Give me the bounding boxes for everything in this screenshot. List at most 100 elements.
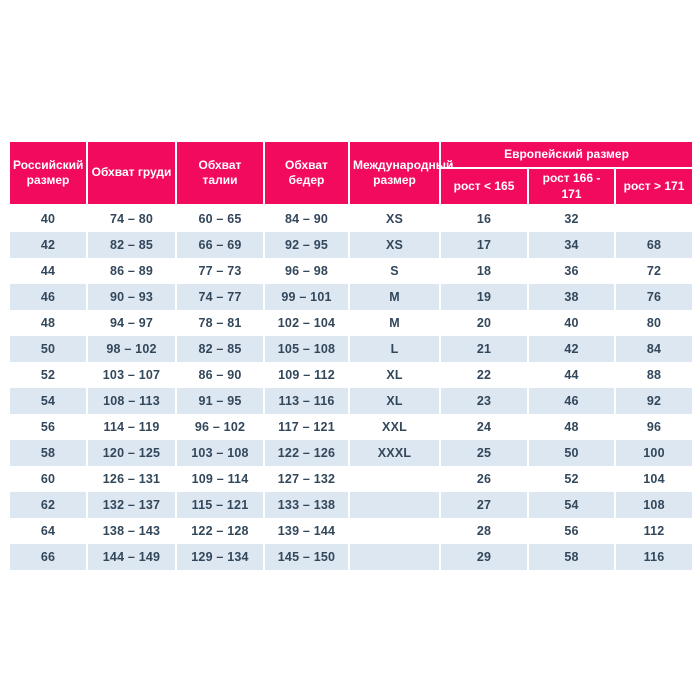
table-cell: 82 – 85 — [175, 336, 265, 363]
table-cell: 129 – 134 — [175, 544, 265, 571]
table-cell: 109 – 114 — [175, 466, 265, 493]
table-cell: 77 – 73 — [175, 258, 265, 285]
table-cell: XS — [348, 205, 441, 233]
table-cell: 109 – 112 — [263, 362, 350, 389]
col-header-european-size-group: Европейский размер — [438, 140, 695, 169]
table-cell — [348, 544, 441, 571]
table-cell: 60 – 65 — [175, 205, 265, 233]
table-cell: 52 — [527, 466, 616, 493]
table-row: 66 144 – 149 129 – 134 145 – 150 29 58 116 — [8, 544, 695, 571]
col-header-international-size: Международный размер — [348, 139, 453, 207]
table-cell: 91 – 95 — [175, 388, 265, 415]
table-cell — [613, 205, 695, 233]
table-cell: 98 – 102 — [86, 336, 177, 363]
table-cell: 86 – 90 — [175, 362, 265, 389]
table-row: 62 132 – 137 115 – 121 133 – 138 27 54 108 — [8, 492, 695, 519]
table-cell: 108 – 113 — [86, 388, 177, 415]
table-cell: 117 – 121 — [263, 414, 350, 441]
table-cell: 103 – 107 — [86, 362, 177, 389]
table-cell: 58 — [527, 544, 616, 571]
table-cell: 40 — [8, 205, 88, 233]
table-cell: 122 – 126 — [263, 440, 350, 467]
table-row: 54 108 – 113 91 – 95 113 – 116 XL 23 46 92 — [8, 388, 695, 415]
table-cell — [348, 492, 441, 519]
table-cell: 21 — [439, 336, 529, 363]
table-cell: 54 — [8, 388, 88, 415]
table-row: 50 98 – 102 82 – 85 105 – 108 L 21 42 84 — [8, 336, 695, 363]
table-cell: 74 – 77 — [175, 284, 265, 311]
table-cell: 60 — [8, 466, 88, 493]
table-cell: 62 — [8, 492, 88, 519]
table-cell: 44 — [8, 258, 88, 285]
col-header-height-gt-171: рост > 171 — [613, 166, 695, 207]
table-cell: 99 – 101 — [263, 284, 350, 311]
table-cell: 34 — [527, 232, 616, 259]
table-cell: 38 — [527, 284, 616, 311]
table-cell: 68 — [613, 232, 695, 259]
table-cell: 102 – 104 — [263, 310, 350, 337]
table-cell: 25 — [439, 440, 529, 467]
table-cell: 94 – 97 — [86, 310, 177, 337]
table-cell: 90 – 93 — [86, 284, 177, 311]
table-cell: 144 – 149 — [86, 544, 177, 571]
table-cell: 42 — [527, 336, 616, 363]
table-cell: 54 — [527, 492, 616, 519]
table-cell: M — [348, 284, 441, 311]
table-cell: 96 – 102 — [175, 414, 265, 441]
table-cell: 17 — [439, 232, 529, 259]
table-cell: 132 – 137 — [86, 492, 177, 519]
table-cell: 58 — [8, 440, 88, 467]
table-row: 40 74 – 80 60 – 65 84 – 90 XS 16 32 — [8, 205, 695, 233]
table-row: 52 103 – 107 86 – 90 109 – 112 XL 22 44 88 — [8, 362, 695, 389]
table-cell: 112 — [613, 518, 695, 545]
table-cell: L — [348, 336, 441, 363]
table-cell: 84 – 90 — [263, 205, 350, 233]
table-cell: 126 – 131 — [86, 466, 177, 493]
table-cell: 50 — [527, 440, 616, 467]
size-chart: Российский размер Обхват груди Обхват та… — [8, 139, 695, 571]
table-row: 48 94 – 97 78 – 81 102 – 104 M 20 40 80 — [8, 310, 695, 337]
table-cell: XXXL — [348, 440, 441, 467]
table-row: 42 82 – 85 66 – 69 92 – 95 XS 17 34 68 — [8, 232, 695, 259]
table-cell: 116 — [613, 544, 695, 571]
table-cell: 24 — [439, 414, 529, 441]
table-cell: 28 — [439, 518, 529, 545]
table-cell: 66 — [8, 544, 88, 571]
table-cell: 105 – 108 — [263, 336, 350, 363]
table-cell: 40 — [527, 310, 616, 337]
header-row-top: Российский размер Обхват груди Обхват та… — [8, 139, 695, 207]
size-table-body: 40 74 – 80 60 – 65 84 – 90 XS 16 32 42 82 – 85 66… — [8, 205, 695, 571]
table-cell: 104 — [613, 466, 695, 493]
col-header-waist: Обхват талии — [175, 139, 265, 207]
table-cell: 96 – 98 — [263, 258, 350, 285]
table-cell: 122 – 128 — [175, 518, 265, 545]
table-cell: 23 — [439, 388, 529, 415]
header-row-sub: рост < 165 рост 166 - 171 рост > 171 — [9, 166, 695, 207]
table-cell: 145 – 150 — [263, 544, 350, 571]
table-cell: 127 – 132 — [263, 466, 350, 493]
table-cell: 86 – 89 — [86, 258, 177, 285]
table-cell: 114 – 119 — [86, 414, 177, 441]
table-cell: 88 — [613, 362, 695, 389]
table-cell: S — [348, 258, 441, 285]
table-cell: 100 — [613, 440, 695, 467]
table-cell: 82 – 85 — [86, 232, 177, 259]
col-header-chest: Обхват груди — [86, 139, 177, 207]
table-cell: 138 – 143 — [86, 518, 177, 545]
table-cell: 44 — [527, 362, 616, 389]
table-cell: 52 — [8, 362, 88, 389]
table-cell: 64 — [8, 518, 88, 545]
table-cell: 32 — [527, 205, 616, 233]
table-cell: 26 — [439, 466, 529, 493]
table-row: 60 126 – 131 109 – 114 127 – 132 26 52 104 — [8, 466, 695, 493]
table-row: 56 114 – 119 96 – 102 117 – 121 XXL 24 48 96 — [8, 414, 695, 441]
table-cell: XL — [348, 362, 441, 389]
table-cell: 133 – 138 — [263, 492, 350, 519]
size-chart-table: Российский размер Обхват груди Обхват та… — [8, 139, 695, 571]
table-cell: 120 – 125 — [86, 440, 177, 467]
table-cell: 48 — [8, 310, 88, 337]
table-cell: XXL — [348, 414, 441, 441]
table-cell: XL — [348, 388, 441, 415]
table-cell: 20 — [439, 310, 529, 337]
